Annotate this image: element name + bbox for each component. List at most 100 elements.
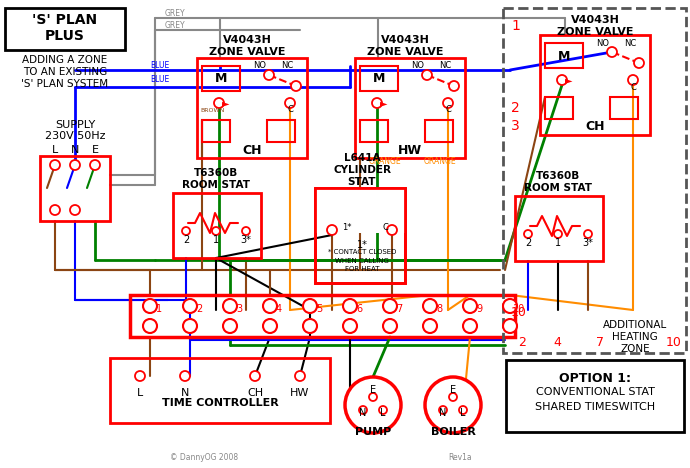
Text: ZONE VALVE: ZONE VALVE	[367, 47, 443, 57]
Text: WHEN CALLING: WHEN CALLING	[335, 258, 389, 264]
Bar	[425, 120, 453, 142]
Text: 8: 8	[436, 304, 442, 314]
Circle shape	[383, 319, 397, 333]
Bar	[540, 35, 650, 135]
Text: E: E	[370, 385, 376, 395]
Circle shape	[295, 371, 305, 381]
Text: CH: CH	[242, 144, 262, 156]
Circle shape	[264, 70, 274, 80]
Bar	[40, 156, 110, 221]
Text: C: C	[445, 105, 451, 115]
Circle shape	[379, 406, 387, 414]
Text: BLUE: BLUE	[150, 75, 170, 85]
Text: NC: NC	[624, 38, 636, 47]
Text: NC: NC	[281, 61, 293, 71]
Text: C: C	[287, 105, 293, 115]
Text: 1*: 1*	[357, 240, 368, 250]
Circle shape	[584, 230, 592, 238]
Text: ORANGE: ORANGE	[424, 158, 456, 167]
Text: HW: HW	[398, 144, 422, 156]
Circle shape	[70, 205, 80, 215]
Bar	[315, 188, 405, 233]
Text: NO: NO	[411, 61, 424, 71]
Bar	[202, 120, 230, 142]
Circle shape	[439, 406, 447, 414]
Text: 2: 2	[196, 304, 202, 314]
Text: ZONE VALVE: ZONE VALVE	[557, 27, 633, 37]
Text: 1: 1	[156, 304, 162, 314]
Circle shape	[70, 160, 80, 170]
Circle shape	[50, 160, 60, 170]
Circle shape	[607, 47, 617, 57]
Text: L: L	[460, 408, 466, 418]
Circle shape	[285, 98, 295, 108]
Text: ►: ►	[565, 75, 573, 85]
Text: M: M	[373, 73, 385, 86]
Bar	[545, 97, 573, 119]
Text: L: L	[380, 408, 386, 418]
Text: L: L	[52, 145, 58, 155]
Text: C: C	[630, 82, 636, 92]
Circle shape	[303, 319, 317, 333]
Text: 4: 4	[276, 304, 282, 314]
Text: L: L	[137, 388, 143, 398]
Text: OPTION 1:: OPTION 1:	[559, 372, 631, 385]
Text: 7: 7	[596, 336, 604, 350]
Bar	[5, 8, 125, 50]
Text: N: N	[440, 408, 446, 418]
Text: CONVENTIONAL STAT: CONVENTIONAL STAT	[535, 387, 654, 397]
Text: 6: 6	[356, 304, 362, 314]
Text: V4043H: V4043H	[381, 35, 429, 45]
Circle shape	[345, 377, 401, 433]
Text: 2: 2	[525, 238, 531, 248]
Circle shape	[263, 319, 277, 333]
Bar	[267, 120, 295, 142]
Circle shape	[503, 319, 517, 333]
Text: ZONE: ZONE	[620, 344, 650, 354]
Circle shape	[343, 319, 357, 333]
Circle shape	[372, 98, 382, 108]
Text: ADDING A ZONE: ADDING A ZONE	[22, 55, 108, 65]
Text: 1: 1	[213, 235, 219, 245]
Circle shape	[554, 230, 562, 238]
Circle shape	[425, 377, 481, 433]
Bar	[360, 66, 398, 91]
Bar	[506, 360, 684, 432]
Bar	[173, 193, 261, 258]
Text: 5: 5	[316, 304, 322, 314]
Text: T6360B: T6360B	[536, 171, 580, 181]
Text: ROOM STAT: ROOM STAT	[524, 183, 592, 193]
Text: 3*: 3*	[241, 235, 251, 245]
Text: 'S' PLAN: 'S' PLAN	[32, 13, 97, 27]
Text: GREY: GREY	[165, 21, 186, 29]
Text: 3: 3	[236, 304, 242, 314]
Bar	[202, 66, 240, 91]
Circle shape	[242, 227, 250, 235]
Text: 2: 2	[511, 101, 520, 115]
Circle shape	[449, 81, 459, 91]
Text: 2: 2	[183, 235, 189, 245]
Text: L641A: L641A	[344, 153, 380, 163]
Text: NO: NO	[253, 61, 266, 71]
Text: HEATING: HEATING	[612, 332, 658, 342]
Circle shape	[223, 299, 237, 313]
Text: E: E	[450, 385, 456, 395]
Text: N: N	[71, 145, 79, 155]
Bar	[110, 358, 330, 423]
Text: 'S' PLAN SYSTEM: 'S' PLAN SYSTEM	[21, 79, 108, 89]
Text: N: N	[359, 408, 366, 418]
Text: ORANGE: ORANGE	[368, 158, 402, 167]
Text: CYLINDER: CYLINDER	[333, 165, 391, 175]
Circle shape	[443, 98, 453, 108]
Text: ADDITIONAL: ADDITIONAL	[603, 320, 667, 330]
Text: 1*: 1*	[342, 224, 352, 233]
Text: GREY: GREY	[165, 8, 186, 17]
Circle shape	[135, 371, 145, 381]
Text: 1: 1	[555, 238, 561, 248]
Text: * CONTACT CLOSED: * CONTACT CLOSED	[328, 249, 396, 255]
Circle shape	[143, 319, 157, 333]
Text: M: M	[215, 73, 227, 86]
Circle shape	[369, 393, 377, 401]
Bar	[355, 58, 465, 158]
Circle shape	[524, 230, 532, 238]
